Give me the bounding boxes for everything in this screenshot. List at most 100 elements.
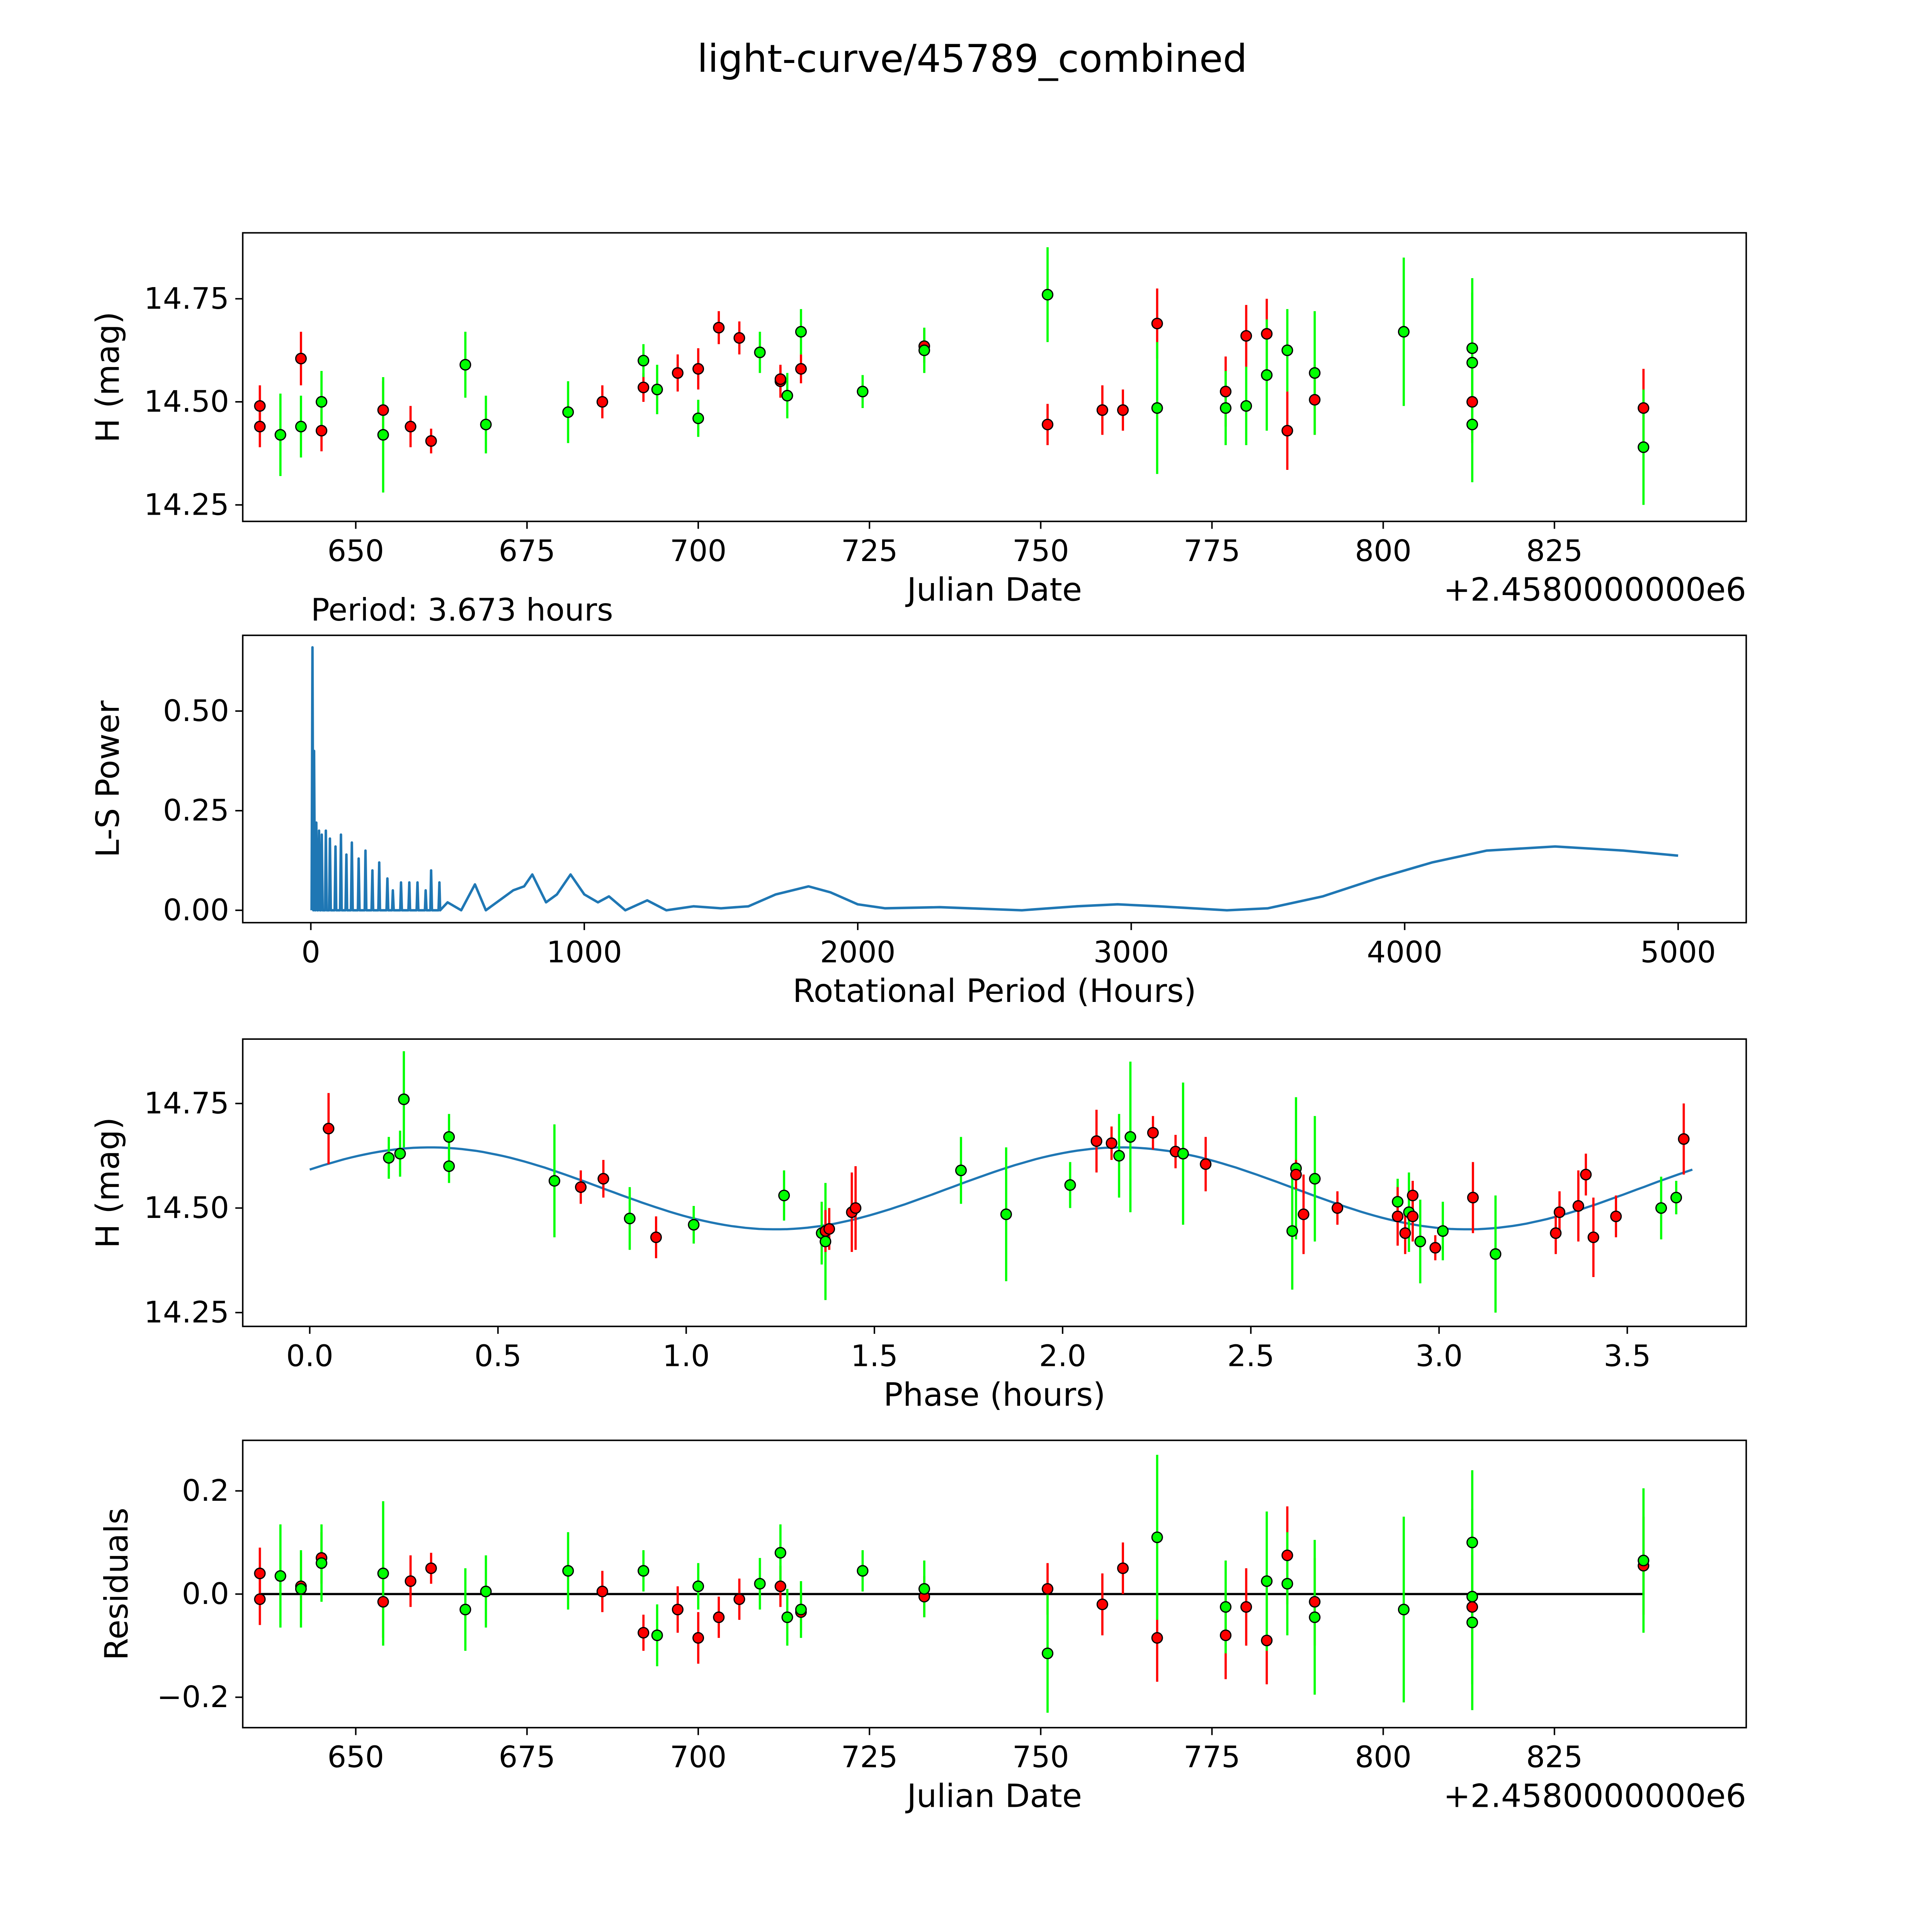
data-point-red [1407,1210,1419,1223]
data-point-red [1399,1227,1411,1239]
data-point-green [295,420,307,433]
x-tick-label: 825 [1526,1740,1583,1775]
data-point-red [733,1593,745,1605]
data-point-green [1261,369,1273,381]
data-point-red [1550,1227,1562,1239]
data-point-green [443,1131,455,1143]
data-point-green [562,1565,574,1577]
data-point-green [1124,1131,1136,1143]
y-tick-label: 0.50 [163,694,229,728]
plot-area [254,247,1650,505]
data-point-green [1392,1196,1404,1208]
figure-title: light-curve/45789_combined [697,37,1247,81]
data-point-red [850,1202,862,1214]
y-tick-label: 14.50 [144,385,229,419]
x-axis-label: Phase (hours) [883,1376,1105,1413]
data-point-green [1638,1554,1650,1566]
x-tick-label: 4000 [1367,935,1442,969]
data-point-green [918,344,930,356]
data-point-red [1638,402,1650,414]
x-tick-label: 675 [498,534,555,568]
data-point-green [480,418,492,430]
data-point-green [1466,1616,1478,1628]
fit-curve [309,1146,1693,1231]
x-tick-label: 1000 [546,935,622,969]
x-tick-label: 2000 [820,935,896,969]
x-tick-label: 2.0 [1039,1339,1086,1373]
data-point-red [1151,318,1163,330]
data-point-red [638,381,650,393]
data-point-green [1240,400,1252,412]
y-tick-label: 0.00 [163,893,229,927]
y-tick-label: 0.25 [163,794,229,828]
data-point-red [575,1181,587,1193]
data-point-green [459,359,471,371]
data-point-red [774,1580,786,1592]
data-point-red [1200,1158,1212,1170]
data-point-red [733,332,745,344]
data-point-green [781,389,793,402]
data-point-red [795,363,807,375]
data-point-red [425,435,437,447]
data-point-green [562,406,574,418]
data-point-red [1240,330,1252,342]
y-tick-label: 0.2 [182,1474,229,1508]
data-point-red [1332,1202,1344,1214]
data-point-red [713,321,725,334]
data-point-red [1678,1133,1690,1145]
data-point-green [638,1565,650,1577]
y-tick-label: 14.50 [144,1191,229,1225]
y-tick-label: 14.75 [144,282,229,316]
y-axis-label: H (mag) [89,311,127,442]
data-point-red [672,367,684,379]
data-point-green [857,386,869,398]
y-axis-label: L-S Power [89,700,127,857]
data-point-green [651,1629,663,1641]
data-point-green [1414,1235,1426,1248]
x-tick-label: 1.0 [663,1339,710,1373]
data-point-red [1309,394,1321,406]
data-point-red [1219,1629,1232,1641]
data-point-green [1281,344,1293,356]
data-point-red [713,1611,725,1623]
data-point-green [1309,367,1321,379]
data-point-green [443,1160,455,1172]
data-point-red [1096,404,1108,416]
data-point-green [377,1567,389,1580]
data-point-red [1147,1127,1159,1139]
data-point-green [1261,1575,1273,1587]
data-point-red [1117,1562,1129,1574]
data-point-red [254,400,266,412]
data-point-red [254,1593,266,1605]
x-tick-label: 650 [327,1740,384,1775]
x-tick-label: 700 [670,1740,727,1775]
x-tick-label: 700 [670,534,727,568]
plot-area [309,1051,1693,1313]
data-point-green [394,1148,406,1160]
data-point-green [1151,1531,1163,1543]
y-tick-label: −0.2 [157,1680,229,1714]
data-point-green [1309,1611,1321,1623]
data-point-red [1219,386,1232,398]
x-offset-label: +2.4580000000e6 [1443,1777,1746,1815]
x-tick-label: 650 [327,534,384,568]
data-point-green [651,383,663,396]
x-tick-label: 800 [1355,1740,1412,1775]
data-point-red [254,1567,266,1580]
data-point-red [1610,1210,1622,1223]
x-tick-label: 3.5 [1604,1339,1651,1373]
x-axis-label: Julian Date [905,1777,1082,1815]
x-tick-label: 0.0 [286,1339,333,1373]
data-point-green [692,412,704,424]
period-annotation: Period: 3.673 hours [311,592,613,628]
data-point-red [1580,1168,1592,1180]
x-axis-label: Rotational Period (Hours) [793,972,1196,1010]
data-point-green [692,1580,704,1592]
data-point-red [1290,1168,1302,1180]
x-tick-label: 825 [1526,534,1583,568]
data-point-green [1437,1225,1449,1237]
data-point-red [1466,396,1478,408]
x-tick-label: 725 [841,1740,898,1775]
data-point-red [1042,1583,1054,1595]
